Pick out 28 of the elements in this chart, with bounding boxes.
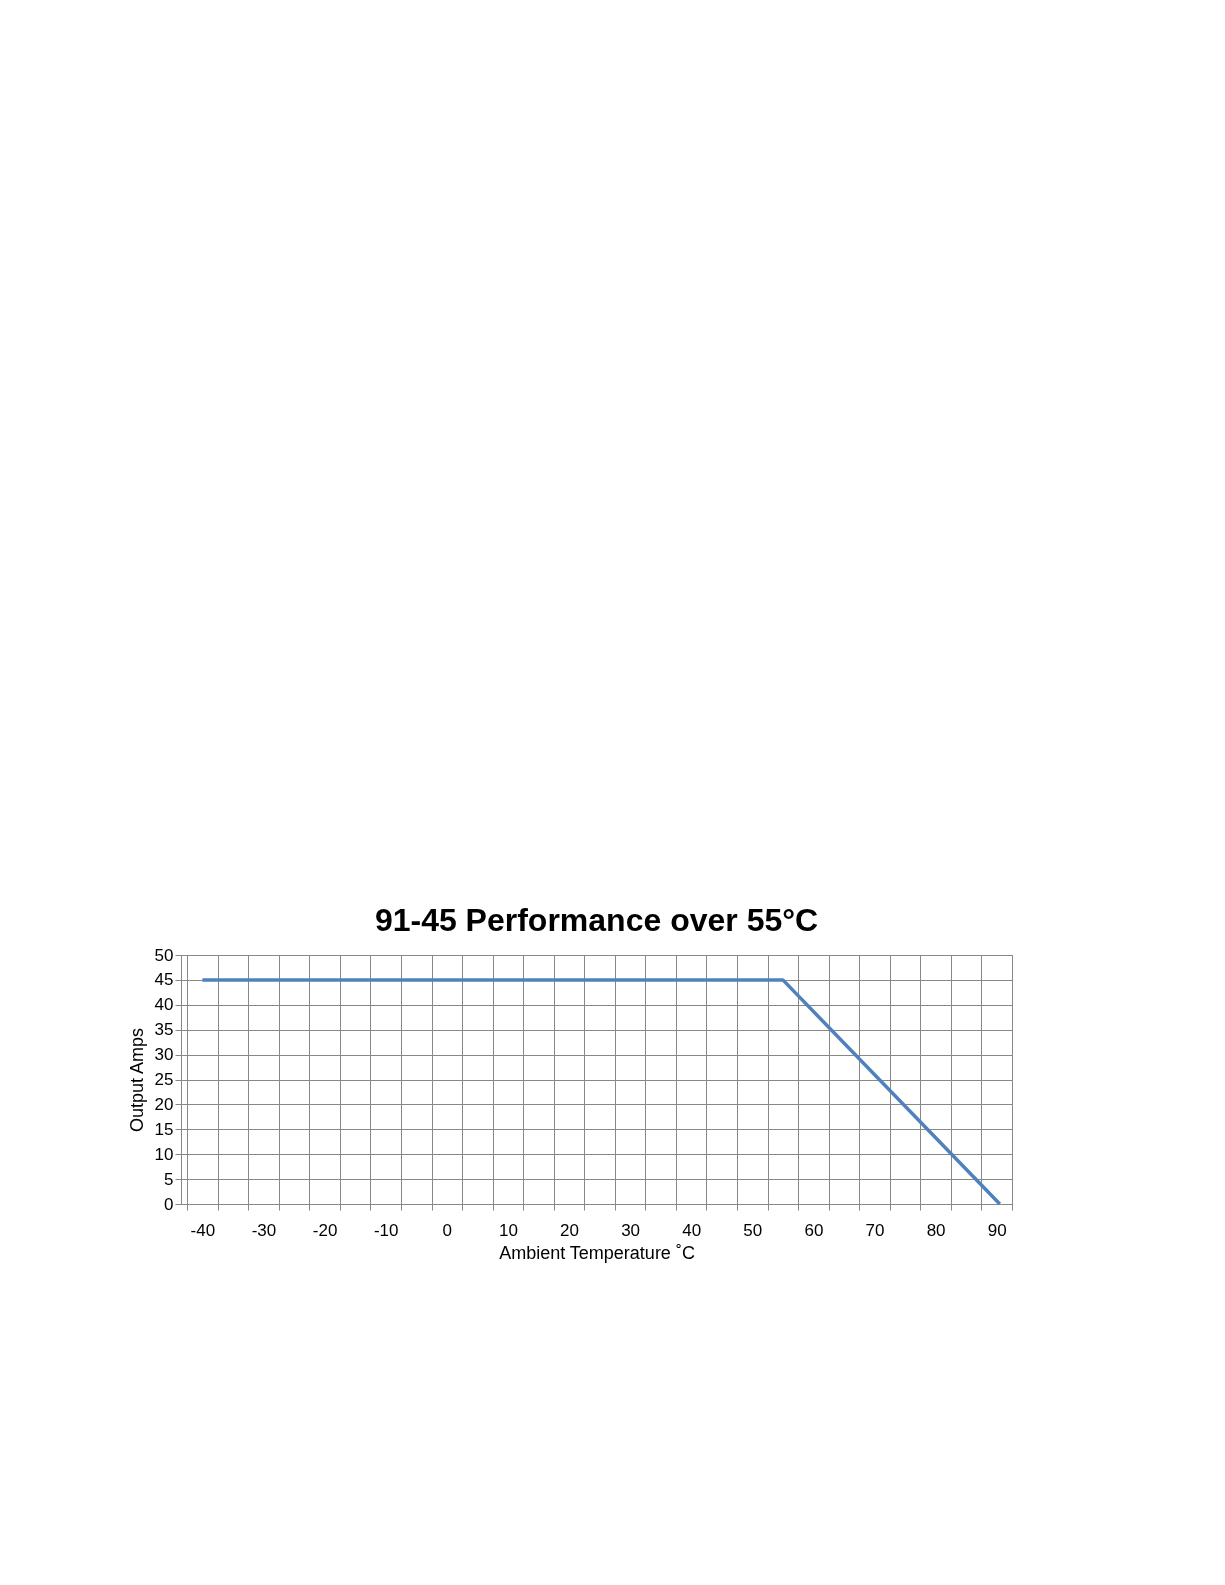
y-tick-label: 15 <box>154 1119 174 1139</box>
x-tick-label: 80 <box>926 1220 946 1240</box>
y-tick-label: 50 <box>154 945 174 965</box>
x-tick-label: -30 <box>251 1220 277 1240</box>
x-tick-label: 0 <box>442 1220 453 1240</box>
y-tick-label: 20 <box>154 1094 174 1114</box>
y-tick-label: 25 <box>154 1070 174 1089</box>
chart-title: 91-45 Performance over 55°C <box>374 902 819 938</box>
x-axis-title: Ambient Temperature ˚C <box>499 1242 695 1263</box>
x-tick-label: 90 <box>987 1220 1007 1240</box>
x-tick-label: 10 <box>498 1220 518 1240</box>
y-tick-label: 35 <box>154 1020 174 1040</box>
y-axis-title: Output Amps <box>126 1027 147 1133</box>
x-tick-label: 60 <box>804 1220 824 1240</box>
x-tick-label: -40 <box>190 1220 216 1240</box>
x-tick-label: 40 <box>682 1220 702 1240</box>
x-tick-label: 20 <box>560 1220 579 1240</box>
y-tick-label: 40 <box>154 995 174 1015</box>
y-tick-label: 0 <box>164 1194 174 1214</box>
y-tick-label: 30 <box>154 1045 174 1065</box>
y-tick-label: 45 <box>154 970 174 990</box>
x-tick-label: -20 <box>312 1220 338 1240</box>
x-tick-label: 50 <box>743 1220 763 1240</box>
x-tick-label: -10 <box>373 1220 399 1240</box>
y-tick-label: 10 <box>154 1144 174 1164</box>
x-tick-label: 30 <box>621 1220 641 1240</box>
y-tick-label: 5 <box>164 1169 174 1189</box>
x-tick-label: 70 <box>865 1220 885 1240</box>
